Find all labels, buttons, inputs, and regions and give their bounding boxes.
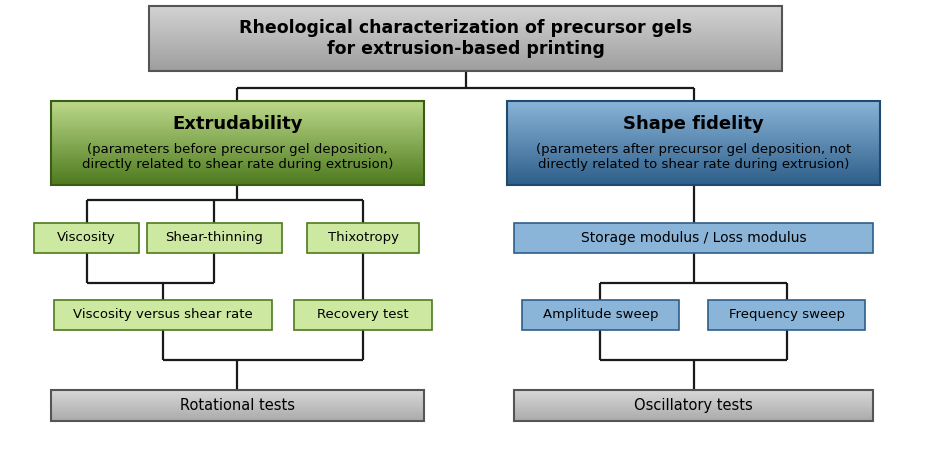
Bar [522,300,679,330]
Text: Thixotropy: Thixotropy [328,231,398,244]
Text: Oscillatory tests: Oscillatory tests [634,398,753,413]
Bar [294,300,432,330]
Text: Shape fidelity: Shape fidelity [623,115,764,133]
Bar [34,223,139,252]
Bar [307,223,419,252]
Bar [147,223,281,252]
Text: Viscosity: Viscosity [57,231,116,244]
Text: Amplitude sweep: Amplitude sweep [543,308,658,321]
Text: Viscosity versus shear rate: Viscosity versus shear rate [73,308,253,321]
Bar [507,101,880,185]
Bar [149,5,782,71]
Text: Rotational tests: Rotational tests [180,398,295,413]
Text: Storage modulus / Loss modulus: Storage modulus / Loss modulus [581,231,806,245]
Text: Frequency sweep: Frequency sweep [729,308,844,321]
Bar [708,300,865,330]
Bar [51,390,424,421]
Text: (parameters after precursor gel deposition, not
directly related to shear rate d: (parameters after precursor gel depositi… [536,143,851,171]
Text: Extrudability: Extrudability [172,115,303,133]
Bar [514,223,873,252]
Bar [514,390,873,421]
Text: Recovery test: Recovery test [317,308,409,321]
Text: Rheological characterization of precursor gels
for extrusion-based printing: Rheological characterization of precurso… [239,19,692,58]
Text: (parameters before precursor gel deposition,
directly related to shear rate duri: (parameters before precursor gel deposit… [82,143,393,171]
Bar [51,101,424,185]
Text: Shear-thinning: Shear-thinning [165,231,263,244]
Bar [53,300,272,330]
